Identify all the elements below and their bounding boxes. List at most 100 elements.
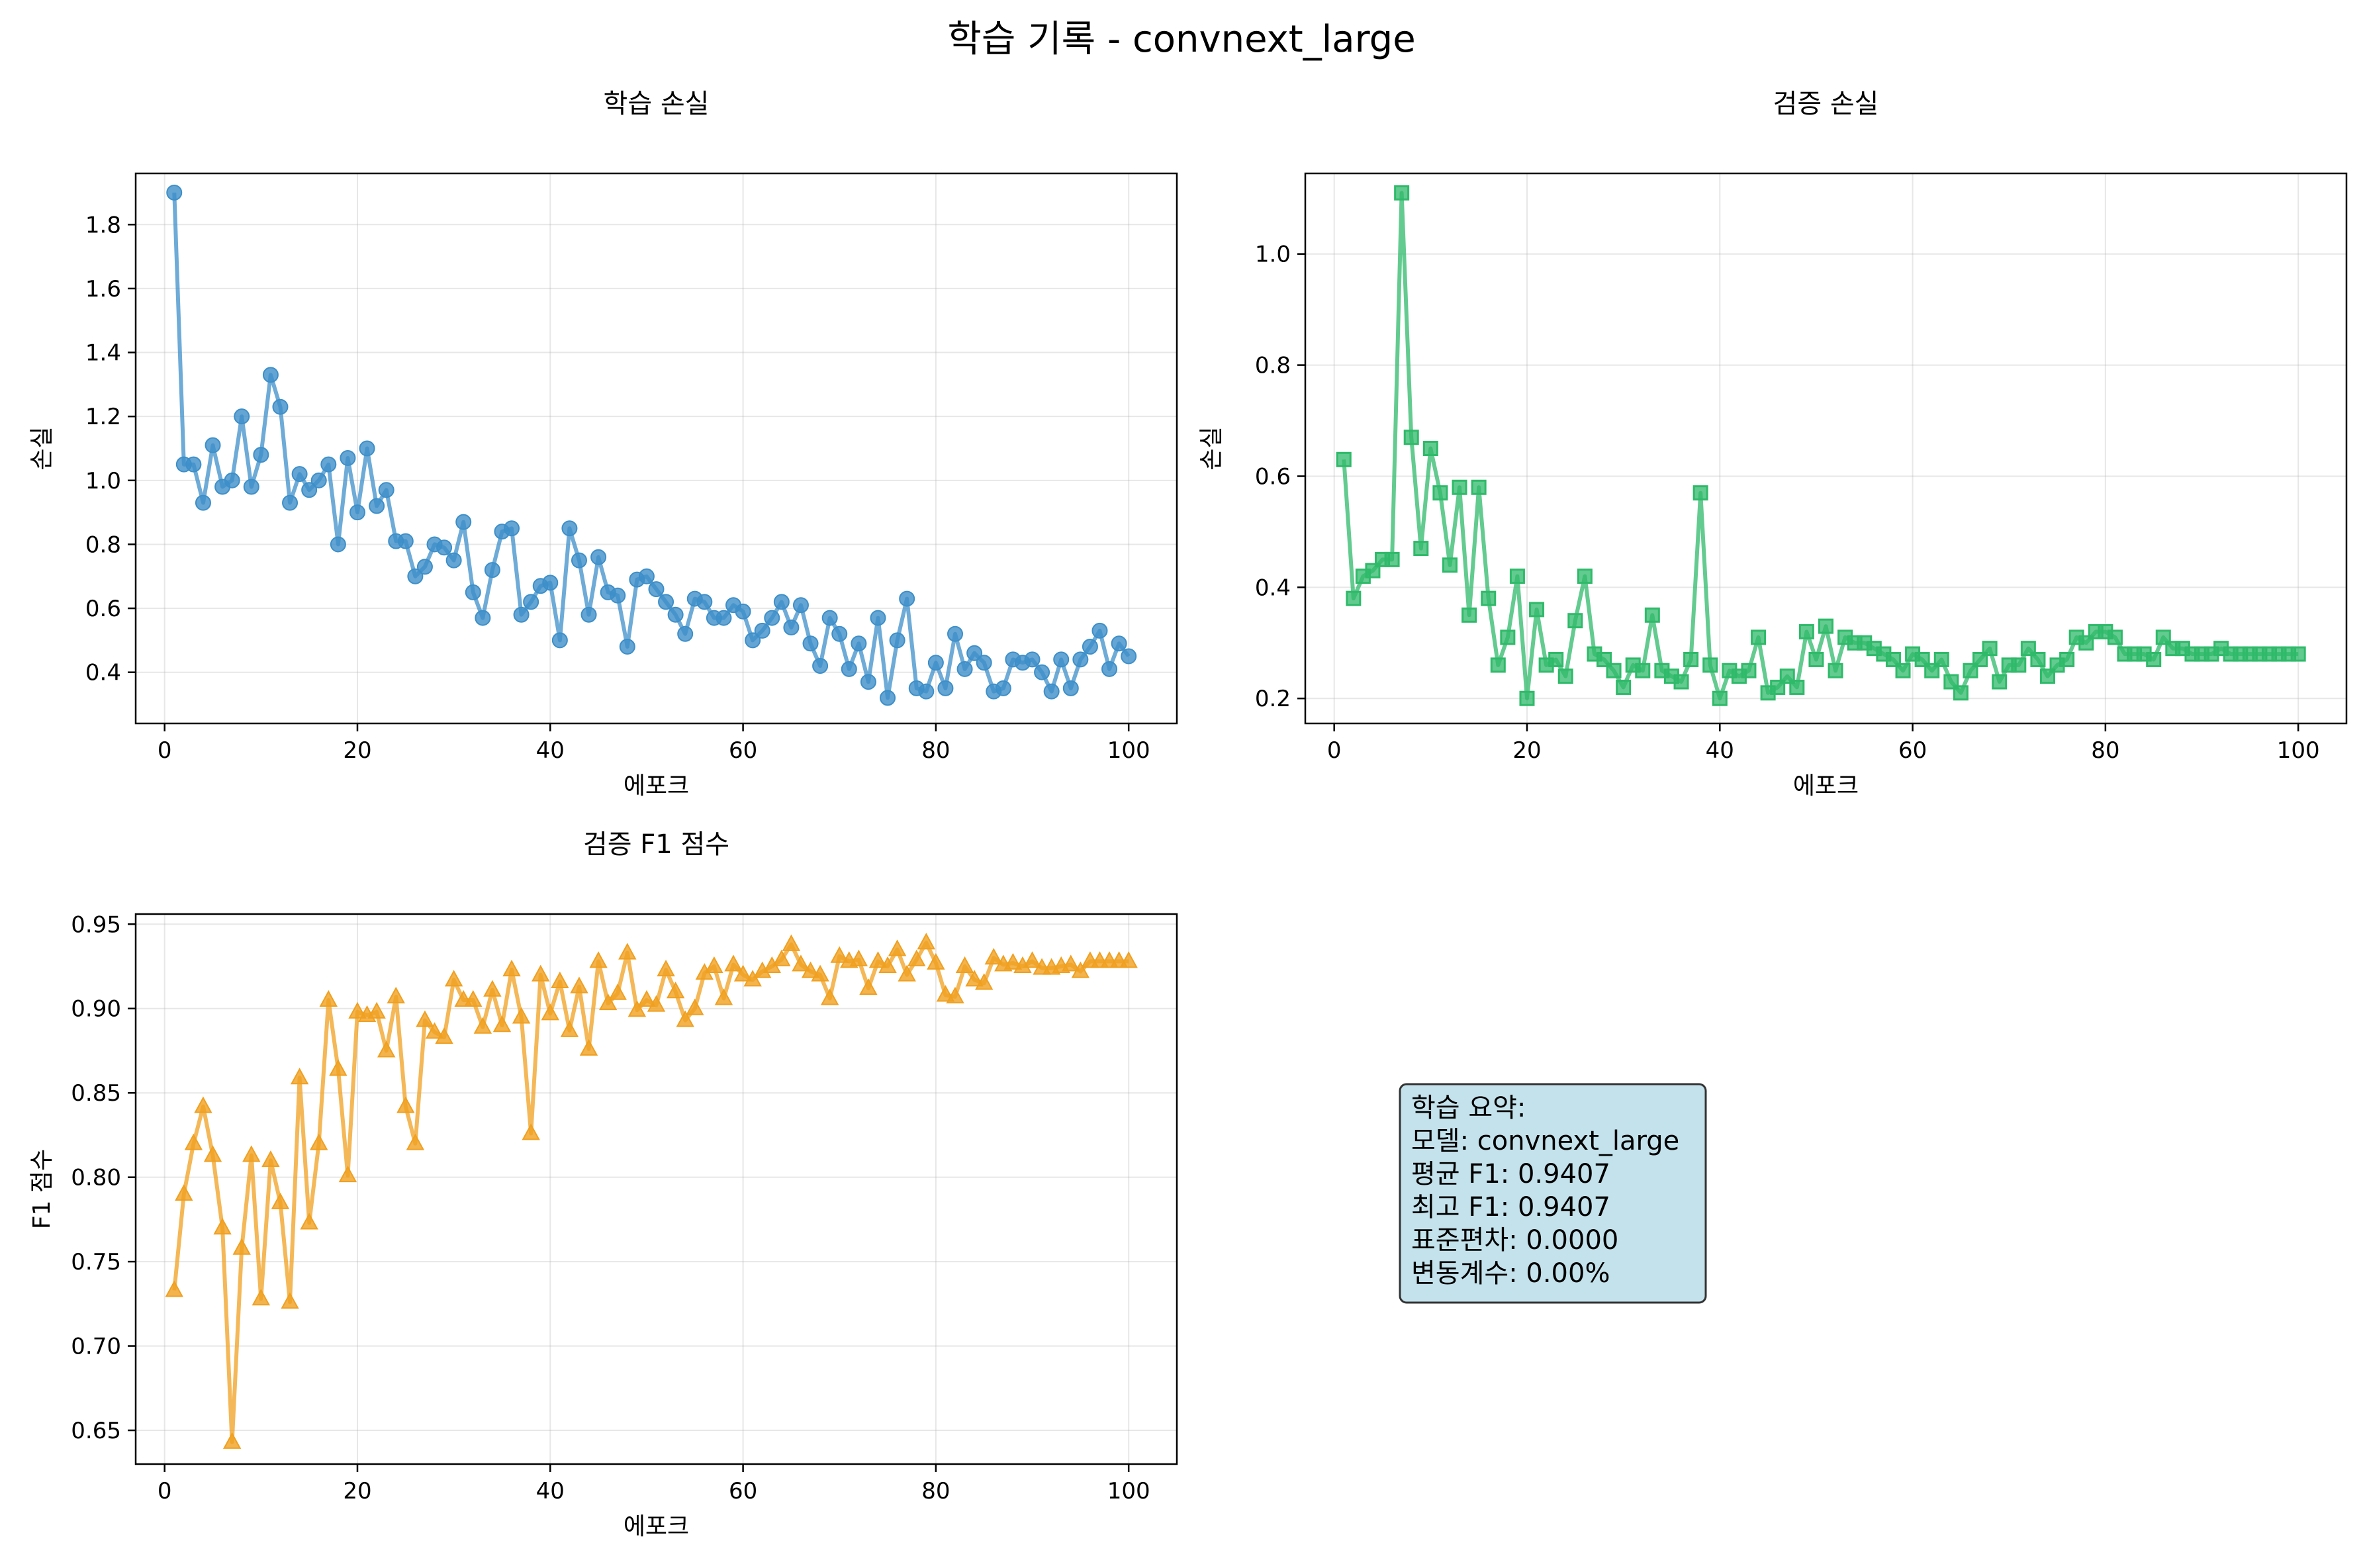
y-tick-label: 0.2 [1255, 686, 1291, 712]
x-tick-label: 0 [158, 1478, 172, 1504]
axes-frame [134, 172, 1178, 725]
data-point [966, 645, 983, 661]
data-point [1770, 679, 1786, 695]
data-point [475, 610, 491, 626]
data-point [889, 632, 905, 649]
data-point [203, 1145, 222, 1162]
data-point [590, 549, 607, 565]
data-point [213, 1218, 232, 1235]
data-point [369, 498, 385, 514]
data-point [724, 954, 743, 972]
x-tick-label: 100 [1107, 1478, 1150, 1504]
x-tick-label: 60 [729, 737, 757, 764]
data-point [792, 954, 810, 972]
data-point [1023, 951, 1042, 968]
data-point [1982, 641, 1998, 657]
summary-mean-f1: 평균 F1: 0.9407 [1411, 1159, 1610, 1189]
data-point [956, 661, 973, 677]
summary-std: 표준편차: 0.0000 [1411, 1225, 1618, 1256]
data-point [1943, 674, 1959, 690]
data-point [821, 610, 838, 626]
data-point [1413, 541, 1429, 557]
data-point [445, 552, 462, 569]
data-point [1062, 954, 1080, 972]
data-point [984, 948, 1003, 965]
data-point [252, 1289, 271, 1306]
data-point [792, 597, 809, 614]
data-point [2059, 651, 2075, 667]
data-point [2155, 629, 2171, 645]
data-point [406, 1133, 425, 1150]
data-point [348, 1001, 367, 1019]
data-point [291, 466, 308, 483]
data-point [243, 479, 259, 495]
data-point [946, 986, 964, 1003]
data-point [743, 970, 762, 987]
data-point [570, 976, 588, 993]
data-point [610, 587, 626, 604]
y-axis-label: 손실 [1198, 426, 1225, 470]
data-point [927, 655, 944, 671]
data-point [580, 606, 597, 623]
data-point [1885, 651, 1901, 667]
data-point [1953, 685, 1969, 701]
data-point [841, 661, 857, 677]
data-point [492, 1015, 512, 1033]
data-point [868, 951, 888, 968]
data-point [927, 952, 945, 970]
data-point [262, 367, 279, 383]
y-tick-label: 1.4 [85, 340, 121, 367]
data-point [551, 971, 569, 988]
summary-heading: 학습 요약: [1411, 1093, 1526, 1123]
data-point [1043, 683, 1060, 700]
data-point [551, 632, 568, 649]
data-point [1597, 651, 1612, 667]
data-point [812, 658, 829, 674]
x-tick-label: 20 [1512, 737, 1541, 764]
data-point [310, 1133, 328, 1150]
data-point [185, 456, 202, 473]
x-tick-label: 20 [343, 737, 371, 764]
data-point [1111, 635, 1127, 652]
data-point [522, 1123, 540, 1140]
y-tick-label: 1.0 [1255, 242, 1291, 268]
data-point [1963, 663, 1978, 678]
data-point [436, 539, 453, 556]
data-point [473, 1017, 492, 1034]
x-axis-label: 에포크 [624, 1513, 689, 1540]
y-tick-label: 0.80 [71, 1165, 121, 1191]
data-point [1034, 664, 1050, 680]
figure-title: 학습 기록 - convnext_large [947, 18, 1415, 61]
y-tick-label: 0.70 [71, 1334, 121, 1360]
data-point [696, 594, 713, 610]
data-point [512, 1007, 531, 1024]
series-line [172, 192, 1131, 700]
data-point [1692, 485, 1708, 501]
data-point [359, 440, 375, 457]
data-point [504, 520, 520, 537]
data-point [667, 606, 684, 623]
data-point [367, 1001, 386, 1019]
data-point [783, 620, 800, 636]
data-point [1082, 639, 1098, 655]
data-point [329, 1059, 348, 1076]
data-point [1481, 590, 1497, 606]
data-point [310, 472, 327, 488]
data-point [222, 1432, 242, 1449]
data-point [541, 1003, 559, 1021]
y-axis-label: 손실 [28, 426, 56, 470]
data-point [1808, 651, 1824, 667]
data-point [598, 993, 618, 1011]
data-point [898, 964, 916, 982]
train-loss-panel: 0 20 40 60 80 100 0.4 0.6 0.8 1.0 1.2 1.4 1.6 1.8 학습 손… [28, 89, 1178, 800]
data-point [608, 983, 627, 1000]
data-point [666, 982, 685, 999]
data-point [918, 683, 935, 700]
data-point [820, 988, 839, 1005]
data-point [965, 970, 984, 987]
data-point [831, 625, 848, 642]
data-point [976, 655, 992, 671]
data-point [242, 1145, 261, 1162]
data-point [349, 504, 365, 521]
